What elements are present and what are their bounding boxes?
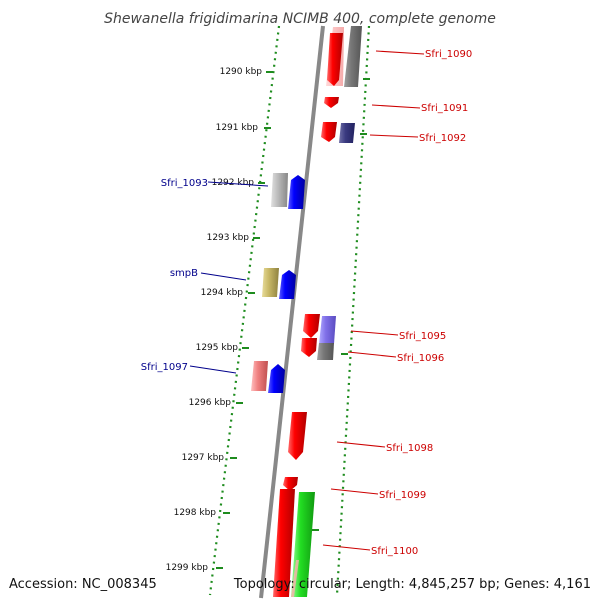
connector-line <box>371 104 421 109</box>
tick-label: 1296 kbp <box>189 398 232 408</box>
tick: 1292 kbp <box>212 178 265 188</box>
genome-backbone <box>259 25 325 599</box>
gene-label-sfri-1100[interactable]: Sfri_1100 <box>371 546 418 557</box>
tick-label: 1292 kbp <box>212 178 255 188</box>
grey-gene-feature[interactable] <box>271 173 288 207</box>
tick-label: 1295 kbp <box>196 343 239 353</box>
connector-line <box>207 181 269 187</box>
red-gene-feature[interactable] <box>327 33 343 86</box>
blue-gene-feature[interactable] <box>279 270 296 299</box>
blue-gene-feature[interactable] <box>288 175 305 209</box>
connector-line <box>336 441 386 448</box>
tick-label: 1297 kbp <box>182 453 225 463</box>
tick-label: 1299 kbp <box>166 563 209 573</box>
blue-gene-feature[interactable] <box>268 364 285 393</box>
label-connectors <box>189 50 425 551</box>
accession-info: Accession: NC_008345 <box>9 577 157 592</box>
red-gene-feature[interactable] <box>321 122 337 142</box>
gene-label-sfri-1097[interactable]: Sfri_1097 <box>141 362 188 373</box>
connector-line <box>369 134 419 138</box>
red-gene-feature[interactable] <box>283 477 298 491</box>
tick: 1290 kbp <box>220 67 273 77</box>
connector-line <box>375 50 425 55</box>
tick: 1296 kbp <box>189 398 243 408</box>
red-gene-feature[interactable] <box>288 412 307 460</box>
connector-line <box>330 488 379 495</box>
pink-feature[interactable] <box>291 560 299 597</box>
connector-line <box>322 544 371 551</box>
connector-line <box>200 272 247 281</box>
red-gene-feature[interactable] <box>301 338 317 357</box>
red-gene-feature[interactable] <box>303 314 320 338</box>
lavender-gene-feature[interactable] <box>319 316 336 344</box>
gene-label-sfri-1099[interactable]: Sfri_1099 <box>379 490 426 501</box>
tick: 1291 kbp <box>216 123 271 133</box>
red-gene-feature[interactable] <box>273 489 295 597</box>
gene-label-sfri-1096[interactable]: Sfri_1096 <box>397 353 444 364</box>
tick-label: 1291 kbp <box>216 123 259 133</box>
gene-label-sfri-1093[interactable]: Sfri_1093 <box>161 178 208 189</box>
left-dotted-track <box>208 25 281 596</box>
connector-line <box>347 351 397 358</box>
tick: 1298 kbp <box>174 508 230 518</box>
topology-info: Topology: circular; Length: 4,845,257 bp… <box>233 577 591 592</box>
tick: 1294 kbp <box>201 288 255 298</box>
gene-labels: Sfri_1090 Sfri_1091 Sfri_1092 Sfri_1093 … <box>141 49 472 557</box>
gene-label-sfri-1095[interactable]: Sfri_1095 <box>399 331 446 342</box>
scale-ticks: 1290 kbp 1291 kbp 1292 kbp 1293 kbp 1294… <box>166 67 273 573</box>
tick-label: 1293 kbp <box>207 233 250 243</box>
right-track-ticks <box>312 78 370 531</box>
gene-label-sfri-1092[interactable]: Sfri_1092 <box>419 133 466 144</box>
grey-gene-feature[interactable] <box>344 26 362 87</box>
red-gene-feature[interactable] <box>324 97 339 108</box>
gene-label-sfri-1091[interactable]: Sfri_1091 <box>421 103 468 114</box>
gene-label-sfri-1090[interactable]: Sfri_1090 <box>425 49 472 60</box>
connector-line <box>189 365 237 374</box>
tick-label: 1298 kbp <box>174 508 217 518</box>
grey-gene-feature[interactable] <box>317 343 334 360</box>
map-title: Shewanella frigidimarina NCIMB 400, comp… <box>104 11 496 27</box>
tick: 1297 kbp <box>182 453 237 463</box>
gene-label-sfri-1098[interactable]: Sfri_1098 <box>386 443 433 454</box>
tick-label: 1294 kbp <box>201 288 244 298</box>
olive-gene-feature[interactable] <box>262 268 279 297</box>
right-dotted-track <box>335 25 371 596</box>
tick: 1293 kbp <box>207 233 260 243</box>
tick: 1299 kbp <box>166 563 223 573</box>
tick: 1295 kbp <box>196 343 249 353</box>
gene-label-smpb[interactable]: smpB <box>170 268 198 279</box>
connector-line <box>350 330 399 336</box>
tick-label: 1290 kbp <box>220 67 263 77</box>
navy-gene-feature[interactable] <box>339 123 355 143</box>
pink-gene-feature[interactable] <box>251 361 268 391</box>
gene-features <box>251 26 362 597</box>
